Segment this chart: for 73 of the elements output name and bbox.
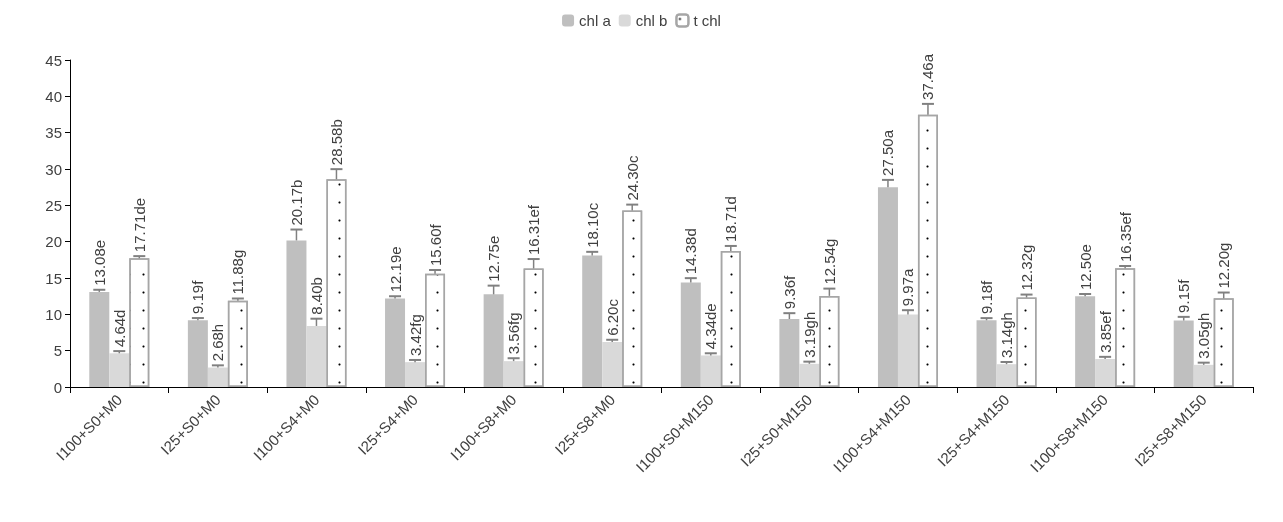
bar bbox=[996, 364, 1017, 387]
bar bbox=[286, 240, 307, 387]
bar bbox=[187, 320, 208, 387]
data-label: 12.20g bbox=[1215, 242, 1233, 289]
data-label: 12.19e bbox=[386, 246, 404, 293]
bar bbox=[582, 255, 603, 387]
bar bbox=[405, 362, 426, 387]
bar bbox=[306, 325, 327, 387]
data-label: 17.71de bbox=[130, 197, 148, 253]
data-label: 11.88g bbox=[229, 249, 247, 295]
data-label: 16.35ef bbox=[1116, 211, 1134, 263]
data-label: 18.71d bbox=[722, 196, 740, 242]
data-label: 2.68h bbox=[209, 323, 227, 362]
y-tick-label: 30 bbox=[45, 160, 62, 178]
y-tick-label: 10 bbox=[45, 305, 62, 323]
data-label: 9.19f bbox=[189, 279, 207, 315]
data-label: 13.08e bbox=[90, 239, 108, 286]
y-tick-label: 5 bbox=[53, 342, 62, 360]
y-tick-label: 15 bbox=[45, 269, 62, 287]
data-label: 12.50e bbox=[1076, 244, 1094, 290]
bar bbox=[109, 353, 130, 387]
data-label: 15.60f bbox=[426, 223, 444, 267]
legend-label: chl b bbox=[635, 12, 668, 29]
bar bbox=[680, 282, 701, 387]
data-label: 18.10c bbox=[583, 202, 601, 248]
data-label: 16.31ef bbox=[525, 204, 543, 256]
data-label: 3.05gh bbox=[1195, 312, 1213, 359]
bar bbox=[89, 291, 110, 387]
data-label: 12.75e bbox=[485, 235, 503, 282]
data-label: 6.20c bbox=[603, 298, 621, 336]
data-label: 3.85ef bbox=[1096, 310, 1114, 353]
bar bbox=[877, 187, 898, 387]
bar bbox=[1193, 364, 1214, 387]
bar bbox=[700, 355, 721, 387]
bar bbox=[1095, 359, 1116, 387]
data-label: 24.30c bbox=[623, 155, 641, 201]
bar bbox=[207, 367, 228, 387]
y-tick-label: 40 bbox=[45, 87, 62, 105]
y-tick-label: 20 bbox=[45, 233, 62, 251]
data-label: 3.56fg bbox=[505, 312, 523, 355]
bar bbox=[799, 363, 820, 387]
data-label: 9.15f bbox=[1175, 278, 1193, 313]
legend-label: chl a bbox=[579, 12, 612, 29]
data-label: 4.34de bbox=[702, 303, 720, 350]
data-label: 4.64d bbox=[110, 309, 128, 348]
data-label: 20.17b bbox=[287, 179, 305, 226]
data-label: 27.50a bbox=[879, 129, 897, 176]
data-label: 37.46a bbox=[919, 53, 937, 100]
y-tick-label: 45 bbox=[45, 51, 62, 69]
data-label: 9.97a bbox=[899, 268, 917, 307]
bar bbox=[483, 294, 504, 387]
y-tick-label: 25 bbox=[45, 196, 62, 214]
data-label: 14.38d bbox=[682, 228, 700, 275]
data-label: 12.54g bbox=[820, 238, 838, 285]
bar bbox=[503, 361, 524, 387]
data-label: 3.19gh bbox=[800, 311, 818, 358]
data-label: 3.42fg bbox=[406, 314, 424, 356]
bar bbox=[385, 298, 406, 387]
bar bbox=[1173, 320, 1194, 387]
bar bbox=[897, 314, 918, 387]
data-label: 3.14gh bbox=[998, 312, 1016, 358]
bar bbox=[1075, 296, 1096, 387]
data-label: 9.18f bbox=[978, 279, 996, 315]
data-label: 8.40b bbox=[307, 277, 325, 315]
data-label: 12.32g bbox=[1018, 244, 1036, 291]
data-label: 9.36f bbox=[780, 274, 798, 310]
data-label: 28.58b bbox=[327, 119, 345, 166]
bar bbox=[602, 341, 623, 387]
y-tick-label: 35 bbox=[45, 124, 62, 142]
bar bbox=[779, 318, 800, 387]
bar bbox=[976, 320, 997, 387]
legend-label: t chl bbox=[693, 12, 721, 29]
y-tick-label: 0 bbox=[53, 378, 62, 396]
